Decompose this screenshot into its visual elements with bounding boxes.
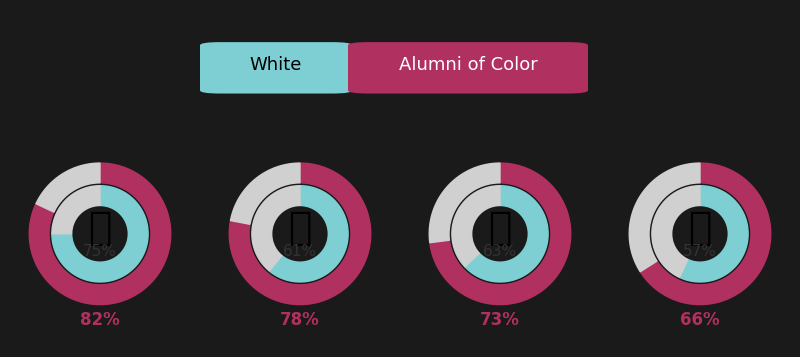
Polygon shape: [230, 163, 300, 224]
Text: 66%: 66%: [680, 311, 720, 329]
Polygon shape: [430, 163, 570, 305]
Text: Alumni of Color: Alumni of Color: [398, 56, 538, 74]
Text: 👔: 👔: [288, 209, 312, 247]
Text: 75%: 75%: [83, 244, 117, 259]
Polygon shape: [52, 186, 148, 282]
Text: 73%: 73%: [480, 311, 520, 329]
Polygon shape: [465, 186, 548, 282]
Text: 82%: 82%: [80, 311, 120, 329]
Polygon shape: [640, 163, 770, 305]
Text: White: White: [250, 56, 302, 74]
Polygon shape: [430, 163, 500, 243]
Text: 78%: 78%: [280, 311, 320, 329]
Polygon shape: [30, 163, 170, 305]
Text: 61%: 61%: [283, 244, 317, 259]
Polygon shape: [679, 186, 748, 282]
Polygon shape: [452, 186, 500, 267]
Text: 57%: 57%: [683, 244, 717, 259]
Polygon shape: [270, 186, 348, 282]
Text: ✋: ✋: [688, 209, 712, 247]
Text: 🤲: 🤲: [488, 209, 512, 247]
FancyBboxPatch shape: [348, 42, 588, 94]
Text: 👥: 👥: [88, 209, 112, 247]
FancyBboxPatch shape: [200, 42, 352, 94]
Polygon shape: [36, 163, 100, 212]
Text: 63%: 63%: [483, 244, 517, 259]
Polygon shape: [252, 186, 300, 271]
Polygon shape: [52, 186, 100, 234]
Polygon shape: [652, 186, 700, 277]
Polygon shape: [230, 163, 370, 305]
Polygon shape: [630, 163, 700, 272]
